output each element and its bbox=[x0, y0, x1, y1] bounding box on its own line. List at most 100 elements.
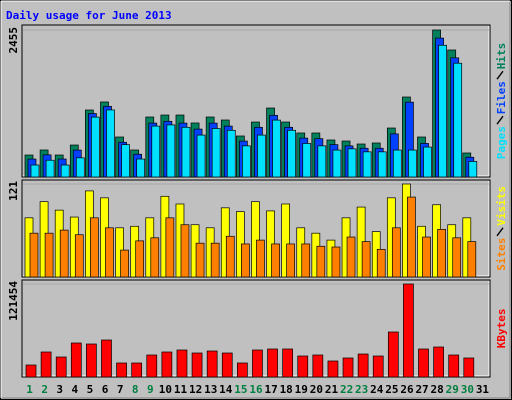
bar bbox=[176, 349, 188, 378]
x-tick-label: 21 bbox=[325, 383, 339, 396]
x-tick-label: 2 bbox=[41, 383, 48, 396]
x-tick-label: 30 bbox=[461, 383, 474, 396]
y-tick-label: 121454 bbox=[7, 281, 20, 321]
bar bbox=[226, 129, 236, 178]
x-tick-label: 11 bbox=[174, 383, 188, 396]
x-tick-label: 9 bbox=[147, 383, 154, 396]
legend-separator bbox=[496, 227, 504, 237]
bar bbox=[361, 241, 371, 278]
x-tick-label: 20 bbox=[310, 383, 323, 396]
bar bbox=[408, 149, 417, 178]
bar bbox=[256, 239, 265, 278]
x-tick-label: 22 bbox=[340, 383, 353, 396]
bar bbox=[210, 242, 220, 278]
bar bbox=[286, 243, 295, 278]
x-tick-label: 19 bbox=[295, 383, 308, 396]
bar bbox=[91, 116, 100, 178]
bar bbox=[282, 348, 293, 378]
bar bbox=[317, 145, 327, 178]
bar bbox=[463, 357, 475, 378]
bar bbox=[287, 129, 296, 178]
bar bbox=[357, 353, 369, 378]
bar bbox=[301, 243, 311, 278]
bar bbox=[437, 228, 446, 278]
bar bbox=[448, 354, 460, 378]
x-tick-label: 31 bbox=[476, 383, 490, 396]
bar bbox=[391, 227, 401, 278]
x-tick-label: 25 bbox=[385, 383, 398, 396]
bar bbox=[423, 146, 432, 178]
x-tick-label: 13 bbox=[204, 383, 217, 396]
bar bbox=[316, 245, 326, 278]
bar bbox=[467, 241, 477, 278]
bar bbox=[60, 164, 70, 178]
legend-label: Hits bbox=[495, 43, 508, 70]
bar bbox=[453, 62, 463, 178]
bar bbox=[272, 119, 281, 178]
x-tick-label: 10 bbox=[159, 383, 172, 396]
x-tick-label: 1 bbox=[26, 383, 33, 396]
x-tick-label: 27 bbox=[415, 383, 428, 396]
bar bbox=[242, 145, 251, 178]
x-tick-label: 18 bbox=[280, 383, 293, 396]
legend-separator bbox=[496, 70, 504, 80]
bar bbox=[237, 362, 248, 378]
bar bbox=[136, 158, 146, 178]
legend-label: Pages bbox=[495, 126, 508, 159]
bar bbox=[422, 236, 431, 278]
x-tick-label: 4 bbox=[72, 383, 79, 396]
bar bbox=[376, 248, 386, 278]
x-tick-label: 16 bbox=[249, 383, 263, 396]
legend-label: KBytes bbox=[495, 309, 508, 349]
bar bbox=[29, 232, 39, 278]
bar bbox=[433, 346, 444, 378]
bar bbox=[161, 351, 173, 378]
x-tick-label: 17 bbox=[264, 383, 277, 396]
bar bbox=[362, 151, 372, 178]
x-tick-label: 12 bbox=[189, 383, 202, 396]
bar bbox=[146, 354, 158, 378]
bar bbox=[45, 159, 55, 178]
legend-label: Sites bbox=[495, 238, 508, 271]
bar bbox=[40, 351, 52, 378]
bar bbox=[418, 348, 429, 378]
bar bbox=[191, 352, 203, 378]
bar bbox=[166, 124, 176, 178]
bar bbox=[196, 134, 206, 178]
bar bbox=[331, 246, 341, 278]
chart-title: Daily usage for June 2013 bbox=[6, 9, 172, 22]
bar bbox=[257, 134, 266, 178]
bar bbox=[327, 360, 339, 378]
x-tick-label: 23 bbox=[355, 383, 368, 396]
bar bbox=[377, 151, 387, 178]
x-tick-label: 5 bbox=[87, 383, 94, 396]
bar bbox=[25, 364, 37, 378]
bar bbox=[70, 342, 82, 378]
bar bbox=[312, 354, 324, 378]
bar bbox=[332, 149, 342, 178]
x-tick-label: 29 bbox=[446, 383, 459, 396]
legend-separator bbox=[496, 115, 504, 125]
legend-label: Visits bbox=[495, 186, 508, 226]
legend-label: Files bbox=[495, 81, 508, 114]
x-tick-label: 28 bbox=[431, 383, 444, 396]
bar bbox=[106, 109, 115, 178]
bar bbox=[135, 240, 145, 278]
bar bbox=[211, 128, 221, 178]
bar bbox=[251, 201, 260, 278]
y-tick-label: 121 bbox=[7, 181, 20, 201]
x-tick-label: 26 bbox=[400, 383, 414, 396]
bar bbox=[150, 237, 160, 278]
bar bbox=[372, 355, 384, 378]
bar bbox=[241, 243, 250, 278]
bar bbox=[195, 242, 205, 278]
bar bbox=[105, 227, 114, 278]
bar bbox=[180, 224, 190, 278]
bar bbox=[281, 203, 290, 278]
bar bbox=[392, 149, 402, 178]
bar bbox=[302, 143, 312, 178]
x-tick-label: 3 bbox=[56, 383, 63, 396]
bar bbox=[221, 352, 233, 378]
bar bbox=[151, 125, 161, 178]
